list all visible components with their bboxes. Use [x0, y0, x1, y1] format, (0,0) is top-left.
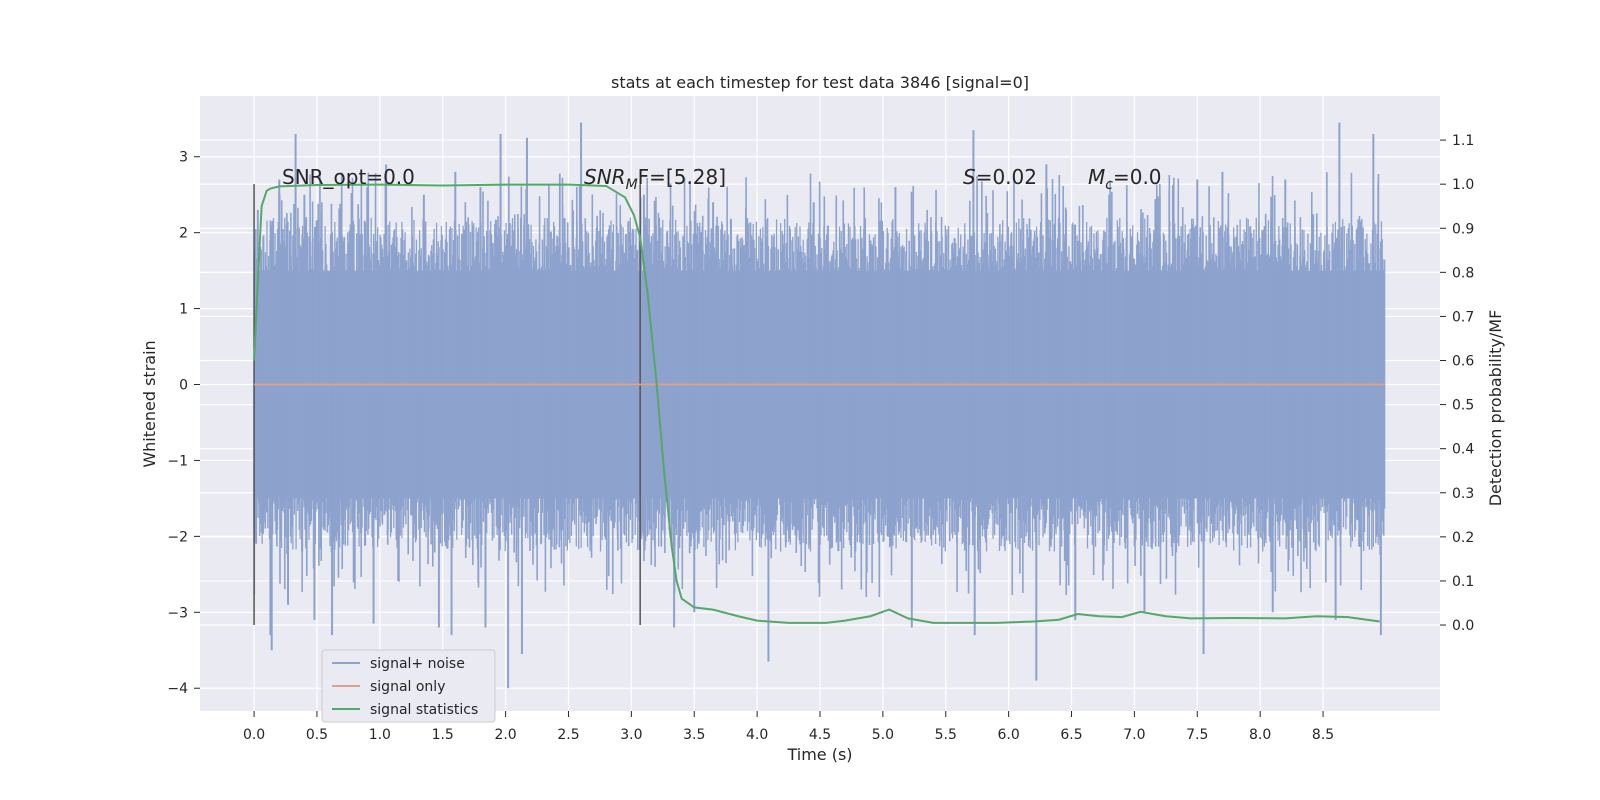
y2-tick-label: 1.1: [1452, 133, 1474, 149]
x-tick-label: 5.0: [872, 727, 894, 743]
y-tick-label: −3: [167, 605, 188, 621]
y2-axis-label: Detection probability/MF: [1486, 310, 1505, 507]
x-tick-label: 7.0: [1123, 727, 1145, 743]
x-tick-label: 4.5: [809, 727, 831, 743]
legend: signal+ noise signal only signal statist…: [321, 649, 496, 723]
y2-tick-label: 0.3: [1452, 486, 1474, 502]
x-tick-label: 3.0: [620, 727, 642, 743]
y2-tick-label: 0.5: [1452, 398, 1474, 414]
y2-tick-label: 0.2: [1452, 530, 1474, 546]
y2-tick-label: 0.4: [1452, 442, 1474, 458]
y-axis-ticks: 3 2 1 0 −1 −2 −3 −4: [167, 150, 200, 697]
x-tick-label: 4.0: [746, 727, 768, 743]
x-axis-label: Time (s): [786, 745, 852, 764]
y-tick-label: 0: [179, 378, 188, 394]
y2-tick-label: 0.0: [1452, 618, 1474, 634]
y2-tick-label: 0.8: [1452, 265, 1474, 281]
x-tick-label: 3.5: [683, 727, 705, 743]
x-tick-label: 2.5: [557, 727, 579, 743]
x-tick-label: 8.0: [1249, 727, 1271, 743]
y2-axis-ticks: 0.0 0.1 0.2 0.3 0.4 0.5 0.6 0.7 0.8 0.9 1.0 1.1: [1440, 133, 1474, 634]
annotation-mc: Mc=0.0: [1088, 165, 1162, 193]
x-axis-ticks: 0.0 0.5 1.0 1.5 2.0 2.5 3.0 3.5 4.0 4.5 5.0 5.5 6.0 6…: [243, 711, 1334, 743]
y2-tick-label: 0.9: [1452, 221, 1474, 237]
annotation-s: S=0.02: [963, 165, 1037, 189]
x-tick-label: 8.5: [1312, 727, 1334, 743]
x-tick-label: 7.5: [1186, 727, 1208, 743]
x-tick-label: 6.0: [998, 727, 1020, 743]
y2-tick-label: 0.6: [1452, 354, 1474, 370]
x-tick-label: 0.0: [243, 727, 265, 743]
x-tick-label: 0.5: [306, 727, 328, 743]
y2-tick-label: 0.7: [1452, 309, 1474, 325]
chart-title: stats at each timestep for test data 384…: [611, 73, 1029, 92]
y2-tick-label: 0.1: [1452, 574, 1474, 590]
x-tick-label: 1.5: [432, 727, 454, 743]
series-signal-statistics: [253, 183, 1380, 624]
x-tick-label: 1.0: [369, 727, 391, 743]
x-tick-label: 5.5: [935, 727, 957, 743]
y-axis-label: Whitened strain: [140, 340, 159, 467]
vertical-markers: [253, 184, 641, 626]
y-tick-label: 3: [179, 150, 188, 166]
legend-label-signal-noise: signal+ noise: [370, 656, 465, 672]
legend-box: [321, 649, 496, 723]
noise-excursions: [253, 172, 1381, 597]
annotation-snr-mf: SNRMF=[5.28]: [584, 165, 726, 193]
annotation-snr-opt: SNR_opt=0.0: [282, 165, 415, 189]
y-tick-label: −2: [167, 529, 188, 545]
y2-tick-label: 1.0: [1452, 177, 1474, 193]
y-tick-label: −4: [167, 681, 188, 697]
x-tick-label: 2.0: [494, 727, 516, 743]
legend-label-signal-only: signal only: [370, 679, 445, 695]
y-tick-label: 1: [179, 302, 188, 318]
y-tick-label: 2: [179, 226, 188, 242]
y-tick-label: −1: [167, 453, 188, 469]
x-tick-label: 6.5: [1060, 727, 1082, 743]
signal-statistics-line: [253, 183, 1380, 624]
legend-label-signal-statistics: signal statistics: [370, 702, 478, 718]
